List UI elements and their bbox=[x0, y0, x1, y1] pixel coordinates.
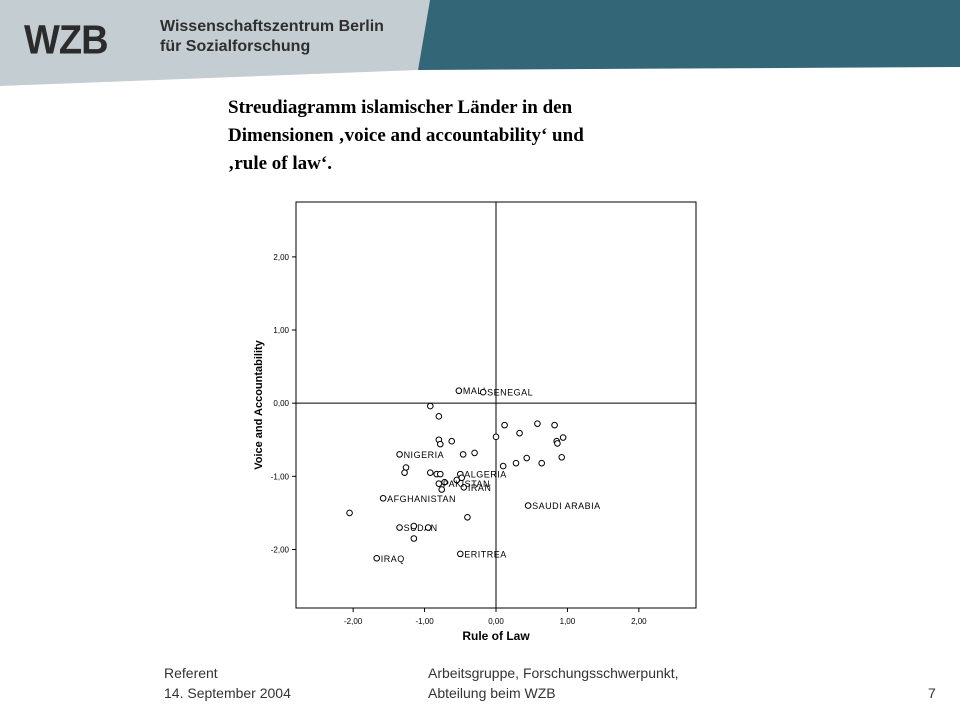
data-point bbox=[538, 459, 546, 467]
footer-presenter-label: Referent bbox=[164, 665, 218, 681]
point-label: IRAQ bbox=[381, 554, 405, 564]
data-point bbox=[436, 470, 444, 478]
data-point bbox=[499, 462, 507, 470]
data-point bbox=[464, 513, 471, 521]
data-point bbox=[424, 524, 432, 531]
data-point bbox=[410, 522, 418, 530]
footer-department: Arbeitsgruppe, Forschungsschwerpunkt, Ab… bbox=[428, 663, 679, 703]
point-label: ERITREA bbox=[464, 549, 507, 559]
institution-name-line2: für Sozialforschung bbox=[160, 38, 311, 55]
data-point bbox=[554, 440, 561, 447]
data-point bbox=[436, 440, 444, 448]
y-tick-label: 2,00 bbox=[273, 253, 289, 262]
data-point bbox=[426, 469, 434, 476]
point-label: AFGHANISTAN bbox=[387, 494, 456, 504]
data-point bbox=[524, 502, 532, 509]
header-background bbox=[0, 0, 960, 86]
y-tick-label: -2,00 bbox=[271, 545, 290, 554]
data-point bbox=[379, 494, 387, 502]
data-point bbox=[492, 433, 500, 441]
footer-presenter: Referent 14. September 2004 bbox=[164, 663, 291, 703]
data-point bbox=[396, 451, 403, 458]
data-point bbox=[435, 413, 443, 420]
point-label: IRAN bbox=[468, 483, 492, 493]
footer-date: 14. September 2004 bbox=[164, 685, 291, 701]
y-axis-label: Voice and Accountability bbox=[253, 339, 265, 469]
point-label: SENEGAL bbox=[487, 388, 533, 398]
slide-title-line2: Dimensionen ‚voice and accountability‘ u… bbox=[228, 125, 584, 146]
wzb-logo: WZB bbox=[24, 18, 109, 64]
data-point bbox=[346, 509, 353, 517]
data-point bbox=[401, 469, 408, 476]
footer-department-line2: Abteilung beim WZB bbox=[428, 685, 556, 701]
data-point bbox=[456, 550, 464, 558]
data-point bbox=[410, 535, 418, 542]
point-label: SUDAN bbox=[404, 523, 438, 533]
slide-title-line1: Streudiagramm islamischer Länder in den bbox=[228, 97, 573, 118]
x-tick-label: 0,00 bbox=[488, 617, 504, 626]
data-point bbox=[512, 459, 520, 467]
data-point bbox=[501, 421, 508, 429]
data-point bbox=[460, 483, 468, 491]
x-tick-label: -1,00 bbox=[415, 617, 434, 626]
point-label: MALI bbox=[463, 386, 486, 396]
y-tick-label: 0,00 bbox=[273, 399, 289, 408]
institution-name-line1: Wissenschaftszentrum Berlin bbox=[160, 18, 384, 35]
y-tick-label: 1,00 bbox=[273, 326, 289, 335]
slide-title-line3: ‚rule of law‘. bbox=[228, 153, 332, 174]
data-point bbox=[435, 480, 443, 487]
data-point bbox=[438, 486, 446, 493]
data-point bbox=[559, 434, 567, 441]
data-point bbox=[426, 402, 434, 410]
footer-department-line1: Arbeitsgruppe, Forschungsschwerpunkt, bbox=[428, 665, 679, 681]
data-point bbox=[396, 524, 403, 531]
x-axis-label: Rule of Law bbox=[462, 629, 530, 643]
point-label: PAKISTAN bbox=[443, 479, 490, 489]
x-tick-label: 1,00 bbox=[560, 617, 576, 626]
data-point bbox=[455, 387, 463, 395]
data-point bbox=[373, 554, 381, 562]
header-banner: WZB Wissenschaftszentrum Berlin für Sozi… bbox=[0, 0, 960, 88]
data-point bbox=[459, 451, 467, 458]
data-point bbox=[458, 474, 466, 482]
x-tick-label: -2,00 bbox=[344, 617, 363, 626]
page-number: 7 bbox=[928, 685, 936, 701]
point-label: NIGERIA bbox=[404, 450, 445, 460]
x-tick-label: 2,00 bbox=[631, 617, 647, 626]
point-label: SAUDI ARABIA bbox=[532, 501, 601, 511]
data-point bbox=[558, 454, 566, 461]
data-point bbox=[516, 429, 523, 437]
data-point bbox=[523, 454, 531, 462]
y-tick-label: -1,00 bbox=[271, 472, 290, 481]
data-point bbox=[448, 437, 456, 445]
data-point bbox=[551, 421, 558, 429]
slide-title: Streudiagramm islamischer Länder in den … bbox=[228, 94, 748, 178]
data-point bbox=[471, 449, 478, 457]
point-label: ALGERIA bbox=[464, 470, 507, 480]
data-point bbox=[534, 420, 541, 427]
data-point bbox=[479, 388, 487, 396]
